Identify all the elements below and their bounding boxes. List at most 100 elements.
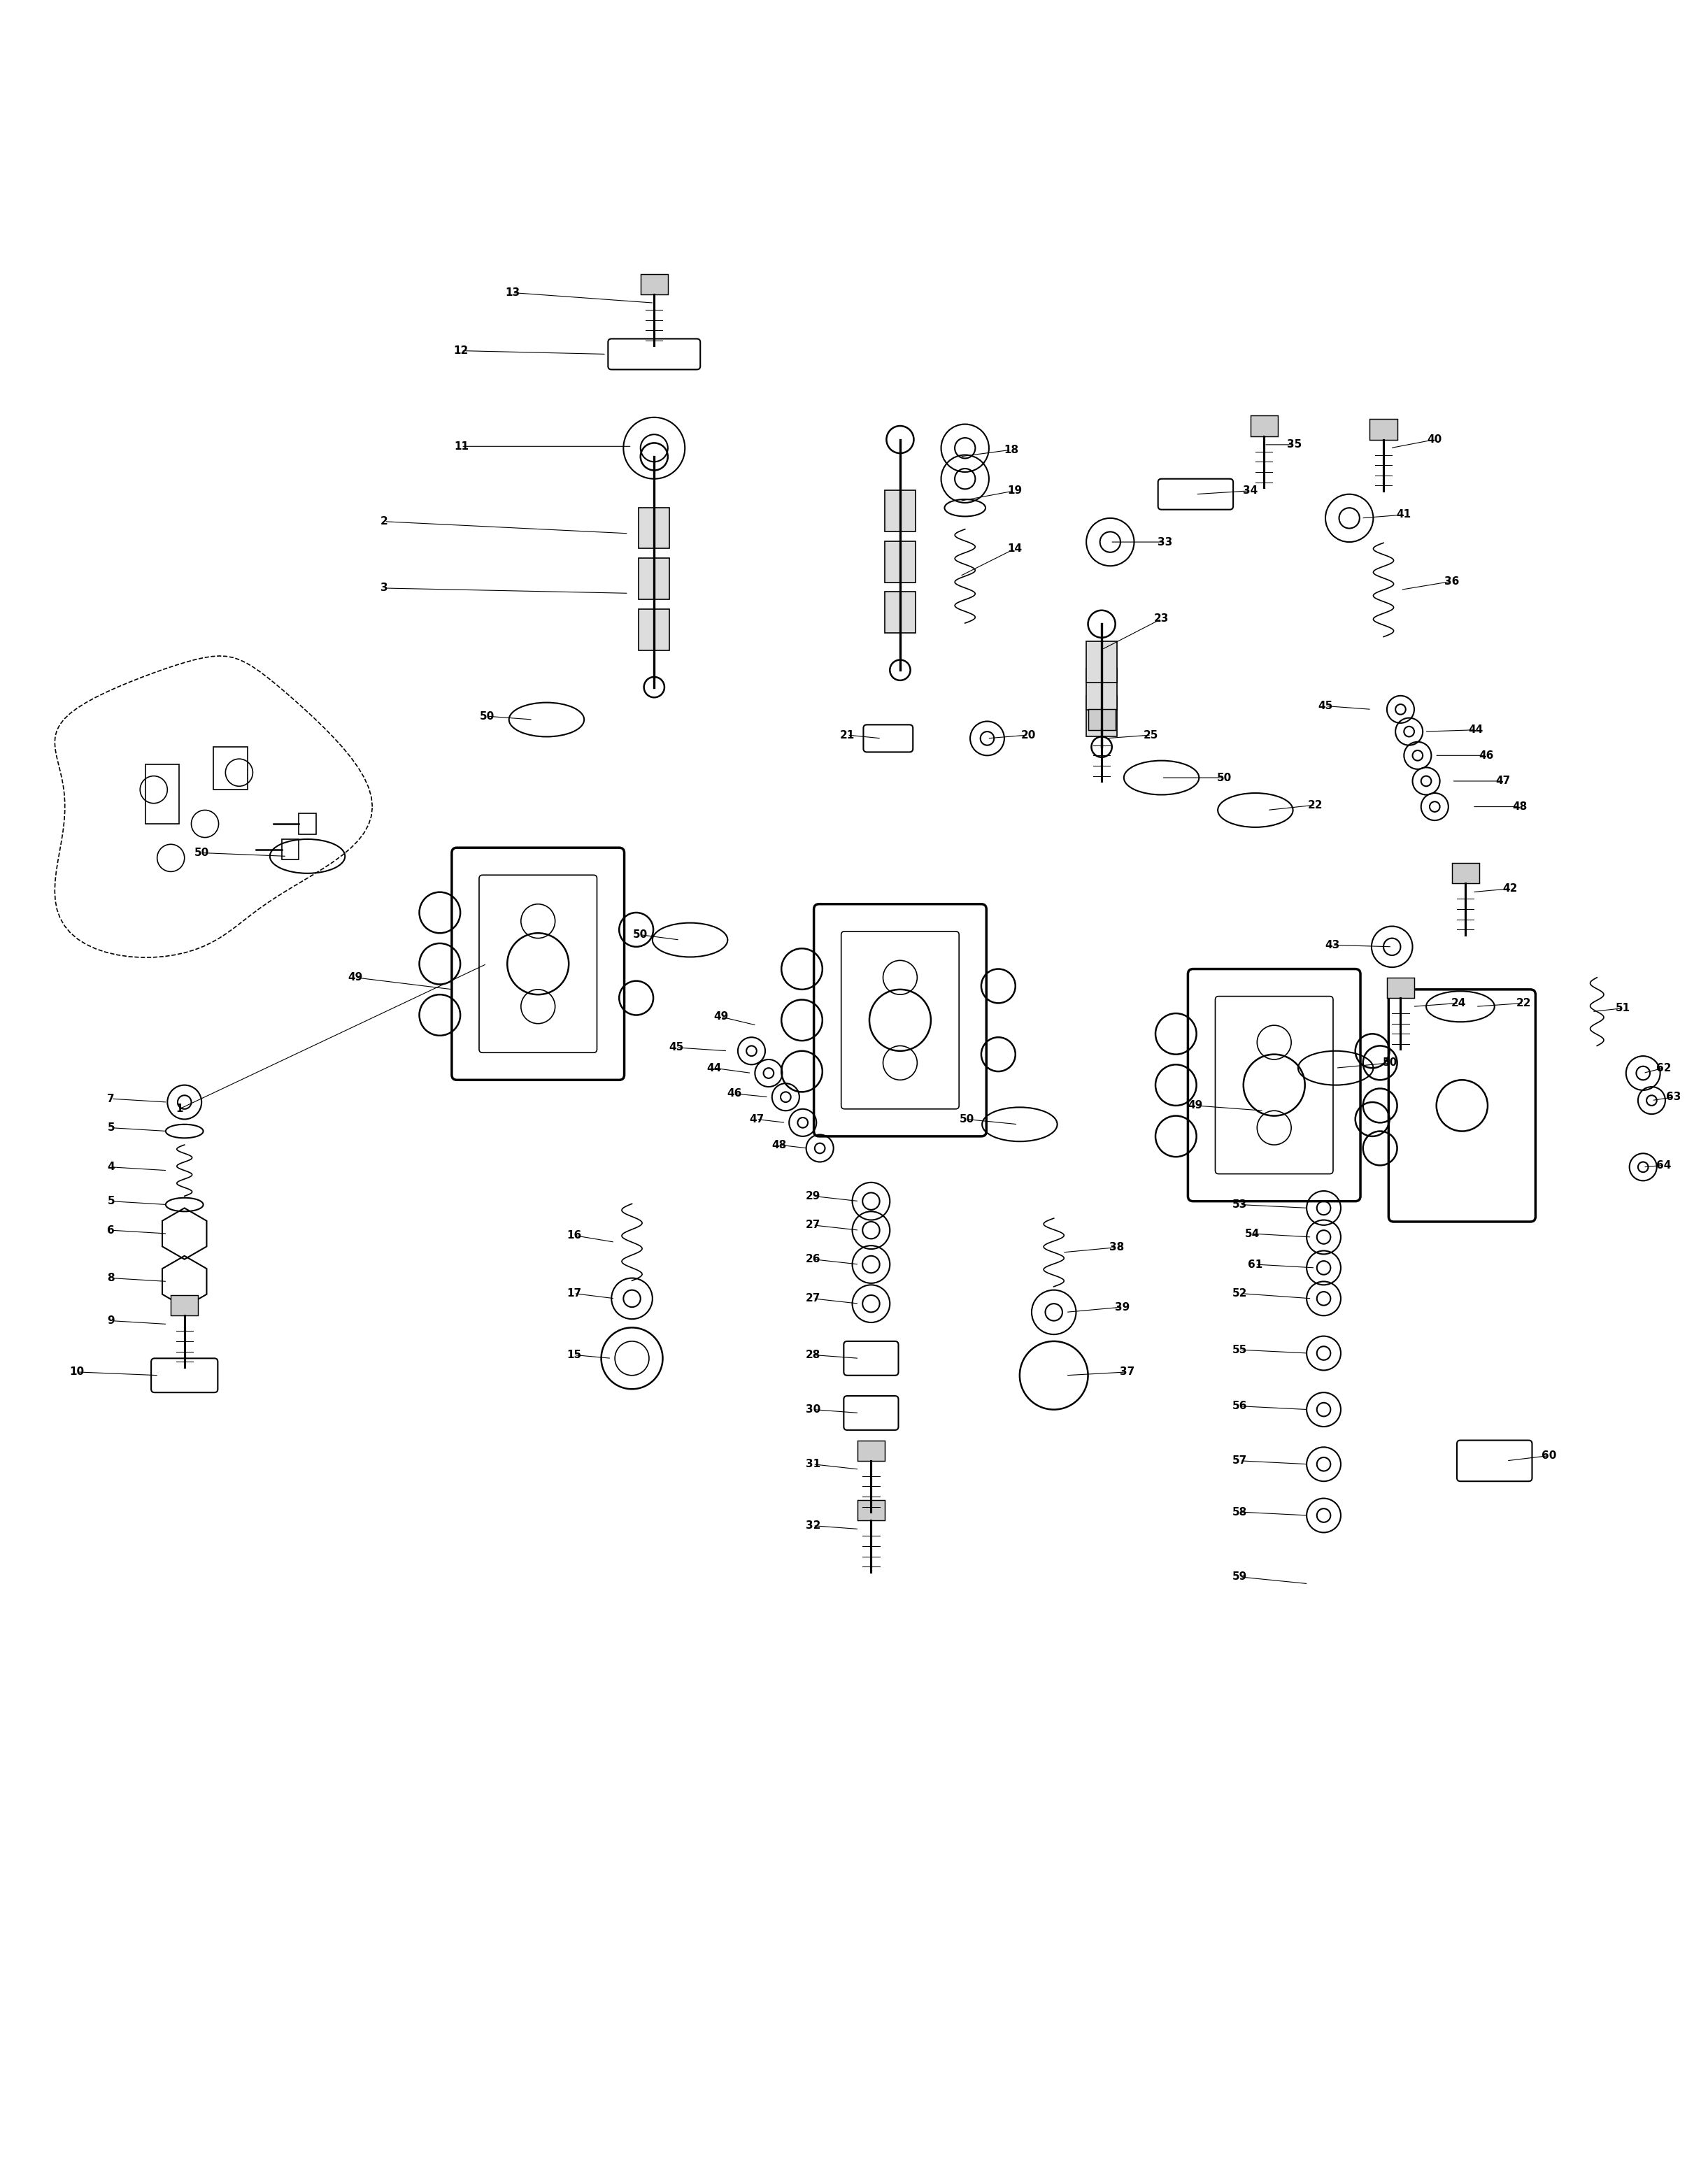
Text: 58: 58 (1233, 1506, 1247, 1517)
Bar (1387, 977, 1414, 997)
Text: 60: 60 (1542, 1450, 1556, 1461)
Bar (857, 1441, 885, 1461)
Text: 5: 5 (108, 1123, 114, 1132)
Text: 5: 5 (108, 1195, 114, 1206)
Text: 39: 39 (1115, 1302, 1129, 1313)
Text: 22: 22 (1517, 997, 1530, 1008)
Bar (282, 838, 299, 860)
Text: 51: 51 (1616, 1004, 1629, 1014)
Text: 50: 50 (634, 930, 647, 940)
Text: 47: 47 (750, 1115, 763, 1126)
Text: 50: 50 (480, 712, 494, 721)
Text: 50: 50 (1383, 1058, 1397, 1069)
Text: 46: 46 (728, 1088, 741, 1099)
Text: 36: 36 (1445, 577, 1459, 586)
Bar (640, 274, 668, 294)
Bar (639, 507, 670, 549)
Text: 31: 31 (806, 1459, 820, 1469)
Bar (1370, 418, 1397, 440)
Text: 45: 45 (1319, 701, 1332, 712)
Text: 3: 3 (381, 583, 388, 594)
Text: 22: 22 (1308, 799, 1322, 810)
Text: 20: 20 (1021, 729, 1035, 740)
Text: 15: 15 (567, 1350, 581, 1361)
Text: 42: 42 (1503, 884, 1517, 895)
Text: 1: 1 (176, 1104, 183, 1115)
Text: 49: 49 (348, 973, 362, 982)
Text: 46: 46 (1479, 751, 1493, 760)
Text: 4: 4 (108, 1163, 114, 1171)
Text: 48: 48 (772, 1139, 786, 1149)
Text: 16: 16 (567, 1230, 581, 1241)
Text: 37: 37 (1120, 1367, 1134, 1378)
Text: 33: 33 (1158, 538, 1172, 546)
Text: 53: 53 (1233, 1200, 1247, 1210)
Text: 50: 50 (960, 1115, 974, 1126)
Text: 41: 41 (1397, 509, 1411, 520)
Text: 59: 59 (1233, 1572, 1247, 1583)
Text: 38: 38 (1110, 1243, 1124, 1252)
Text: 32: 32 (806, 1520, 820, 1530)
Bar (299, 814, 316, 834)
Text: 55: 55 (1233, 1345, 1247, 1354)
Bar (171, 1295, 198, 1315)
Text: 57: 57 (1233, 1456, 1247, 1465)
Text: 40: 40 (1428, 433, 1442, 444)
Bar (857, 1500, 885, 1520)
Bar (1086, 697, 1117, 736)
Text: 9: 9 (108, 1315, 114, 1326)
Text: 49: 49 (714, 1012, 728, 1021)
Text: 23: 23 (1155, 614, 1168, 625)
Text: 48: 48 (1513, 801, 1527, 812)
Text: 35: 35 (1288, 440, 1301, 451)
Text: 52: 52 (1233, 1289, 1247, 1300)
Text: 64: 64 (1657, 1160, 1670, 1171)
Text: 43: 43 (1325, 940, 1339, 951)
Bar (885, 490, 915, 531)
Bar (639, 610, 670, 651)
Bar (885, 542, 915, 581)
Text: 8: 8 (108, 1274, 114, 1282)
Text: 47: 47 (1496, 775, 1510, 786)
Text: 44: 44 (707, 1062, 721, 1073)
Text: 50: 50 (1218, 773, 1231, 784)
Text: 13: 13 (506, 287, 519, 298)
Text: 2: 2 (381, 516, 388, 527)
Text: 45: 45 (670, 1043, 683, 1054)
Bar (1086, 642, 1117, 684)
Bar (885, 592, 915, 634)
Bar (214, 747, 248, 790)
Text: 28: 28 (806, 1350, 820, 1361)
Text: 14: 14 (1008, 544, 1021, 555)
Bar (639, 557, 670, 599)
Text: 54: 54 (1245, 1228, 1259, 1239)
Text: 12: 12 (454, 346, 468, 357)
Text: 49: 49 (1189, 1099, 1202, 1110)
Bar (1250, 416, 1278, 435)
Text: 21: 21 (840, 729, 854, 740)
Text: 17: 17 (567, 1289, 581, 1300)
Text: 10: 10 (70, 1367, 84, 1378)
Text: 44: 44 (1469, 725, 1483, 736)
Bar (145, 764, 179, 823)
Text: 61: 61 (1249, 1258, 1262, 1269)
Text: 25: 25 (1144, 729, 1158, 740)
Bar (1086, 668, 1117, 710)
Text: 56: 56 (1233, 1400, 1247, 1411)
Text: 34: 34 (1243, 485, 1257, 496)
Text: 26: 26 (806, 1254, 820, 1265)
Bar (1088, 710, 1115, 729)
Bar (1452, 862, 1479, 884)
Text: 29: 29 (806, 1191, 820, 1202)
Text: 27: 27 (806, 1219, 820, 1230)
Text: 63: 63 (1667, 1093, 1681, 1102)
Text: 11: 11 (454, 442, 468, 451)
Text: 27: 27 (806, 1293, 820, 1304)
Text: 19: 19 (1008, 485, 1021, 496)
Text: 6: 6 (108, 1226, 114, 1237)
Text: 30: 30 (806, 1404, 820, 1415)
Text: 18: 18 (1004, 444, 1018, 455)
Text: 50: 50 (195, 847, 208, 858)
Text: 7: 7 (108, 1093, 114, 1104)
Text: 24: 24 (1452, 997, 1465, 1008)
